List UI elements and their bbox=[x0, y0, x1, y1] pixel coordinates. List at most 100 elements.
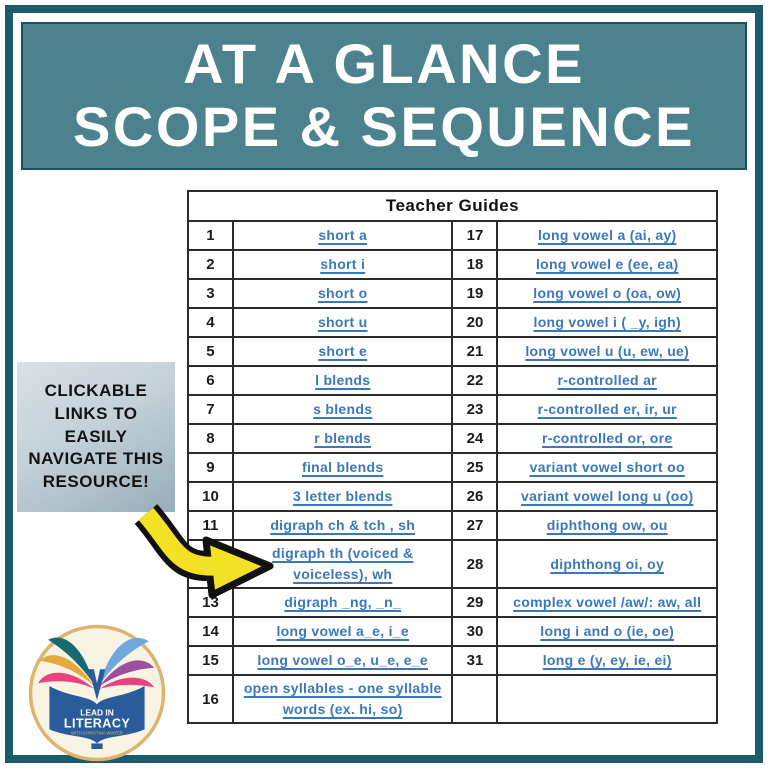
table-row: 6 l blends 22 r-controlled ar bbox=[187, 365, 718, 396]
row-number: 24 bbox=[451, 423, 499, 454]
guide-link[interactable]: final blends bbox=[302, 459, 384, 475]
guide-link[interactable]: l blends bbox=[315, 372, 371, 388]
row-number: 30 bbox=[451, 616, 499, 647]
guide-link[interactable]: short a bbox=[318, 227, 368, 243]
row-number: 27 bbox=[451, 510, 499, 541]
book-page-pink2-icon bbox=[99, 677, 155, 689]
guide-link[interactable]: short i bbox=[320, 256, 366, 272]
row-number: 28 bbox=[451, 539, 499, 589]
guide-link[interactable]: r-controlled ar bbox=[557, 372, 657, 388]
row-number: 25 bbox=[451, 452, 499, 483]
table-row: 5 short e 21 long vowel u (u, ew, ue) bbox=[187, 336, 718, 367]
guide-link[interactable]: short e bbox=[318, 343, 368, 359]
title-banner: AT A GLANCE SCOPE & SEQUENCE bbox=[21, 22, 747, 170]
guide-link[interactable]: long vowel i ( _y, igh) bbox=[533, 314, 681, 330]
guide-link[interactable]: short u bbox=[317, 314, 368, 330]
row-number: 6 bbox=[187, 365, 234, 396]
guide-link[interactable]: open syllables - one syllable words (ex.… bbox=[243, 680, 442, 717]
table-row: 13 digraph _ng, _n_ 29 complex vowel /aw… bbox=[187, 587, 718, 618]
guide-link[interactable]: digraph th (voiced & voiceless), wh bbox=[272, 545, 414, 582]
row-number: 23 bbox=[451, 394, 499, 425]
book-page-gold-icon bbox=[39, 655, 95, 686]
row-number: 10 bbox=[187, 481, 234, 512]
row-number: 9 bbox=[187, 452, 234, 483]
book-page-pink-icon bbox=[38, 672, 95, 689]
row-number: 21 bbox=[451, 336, 499, 367]
teacher-guides-table: Teacher Guides 1 short a 17 long vowel a… bbox=[187, 190, 718, 724]
row-number: 22 bbox=[451, 365, 499, 396]
row-number: 19 bbox=[451, 278, 499, 309]
row-number: 29 bbox=[451, 587, 499, 618]
row-number: 3 bbox=[187, 278, 234, 309]
guide-link[interactable]: long vowel a_e, i_e bbox=[276, 623, 409, 639]
book-body-icon bbox=[49, 686, 145, 744]
table-row: 14 long vowel a_e, i_e 30 long i and o (… bbox=[187, 616, 718, 647]
row-number: 20 bbox=[451, 307, 499, 338]
book-spine-icon bbox=[88, 669, 106, 700]
row-number: 8 bbox=[187, 423, 234, 454]
row-number: 16 bbox=[187, 674, 234, 724]
guide-link[interactable]: long e (y, ey, ie, ei) bbox=[542, 652, 672, 668]
table-row: 4 short u 20 long vowel i ( _y, igh) bbox=[187, 307, 718, 338]
table-row: 11 digraph ch & tch , sh 27 diphthong ow… bbox=[187, 510, 718, 541]
guide-link[interactable]: r-controlled or, ore bbox=[541, 430, 673, 446]
row-number: 2 bbox=[187, 249, 234, 280]
table-title: Teacher Guides bbox=[187, 190, 718, 222]
guide-link[interactable]: short o bbox=[317, 285, 368, 301]
table-row: 3 short o 19 long vowel o (oa, ow) bbox=[187, 278, 718, 309]
row-number: 31 bbox=[451, 645, 499, 676]
guide-link[interactable]: 3 letter blends bbox=[293, 488, 393, 504]
guide-link[interactable]: long vowel e (ee, ea) bbox=[535, 256, 679, 272]
table-header-row: Teacher Guides bbox=[187, 190, 718, 222]
row-number: 14 bbox=[187, 616, 234, 647]
table-row: 12 digraph th (voiced & voiceless), wh 2… bbox=[187, 539, 718, 589]
title-line-1: AT A GLANCE bbox=[183, 32, 585, 96]
guide-link[interactable]: long vowel o (oa, ow) bbox=[533, 285, 682, 301]
row-number: 5 bbox=[187, 336, 234, 367]
table-row: 2 short i 18 long vowel e (ee, ea) bbox=[187, 249, 718, 280]
table-row: 16 open syllables - one syllable words (… bbox=[187, 674, 718, 724]
row-number: 15 bbox=[187, 645, 234, 676]
callout-text: CLICKABLE LINKS TO EASILY NAVIGATE THIS … bbox=[28, 380, 164, 492]
guide-link[interactable]: long vowel o_e, u_e, e_e bbox=[257, 652, 429, 668]
logo-line-3: WITH CHRISTINA WINTER bbox=[71, 730, 123, 735]
guide-link[interactable]: diphthong oi, oy bbox=[550, 555, 665, 572]
book-page-purple-icon bbox=[99, 660, 155, 686]
table-row: 9 final blends 25 variant vowel short oo bbox=[187, 452, 718, 483]
row-number: 17 bbox=[451, 220, 499, 251]
table-row: 7 s blends 23 r-controlled er, ir, ur bbox=[187, 394, 718, 425]
row-number: 26 bbox=[451, 481, 499, 512]
guide-link[interactable]: long vowel a (ai, ay) bbox=[537, 227, 677, 243]
table-row: 15 long vowel o_e, u_e, e_e 31 long e (y… bbox=[187, 645, 718, 676]
book-base-icon bbox=[91, 743, 103, 749]
guide-link[interactable]: variant vowel short oo bbox=[529, 459, 685, 475]
row-number: 4 bbox=[187, 307, 234, 338]
table-row: 10 3 letter blends 26 variant vowel long… bbox=[187, 481, 718, 512]
row-number: 7 bbox=[187, 394, 234, 425]
logo-line-1: LEAD IN bbox=[80, 707, 114, 717]
guide-link[interactable]: complex vowel /aw/: aw, all bbox=[513, 594, 702, 610]
curved-arrow-icon bbox=[134, 504, 274, 599]
callout-box: CLICKABLE LINKS TO EASILY NAVIGATE THIS … bbox=[17, 362, 175, 512]
guide-link[interactable]: long vowel u (u, ew, ue) bbox=[525, 343, 690, 359]
row-number: 13 bbox=[187, 587, 234, 618]
guide-link[interactable]: long i and o (ie, oe) bbox=[540, 623, 675, 639]
logo-line-2: LITERACY bbox=[64, 716, 131, 730]
title-line-2: SCOPE & SEQUENCE bbox=[73, 95, 695, 158]
guide-link[interactable]: diphthong ow, ou bbox=[546, 517, 668, 533]
row-number: 1 bbox=[187, 220, 234, 251]
book-page-lightblue-icon bbox=[99, 637, 149, 685]
guide-link[interactable]: r blends bbox=[314, 430, 372, 446]
guide-link[interactable]: s blends bbox=[313, 401, 373, 417]
row-number: 18 bbox=[451, 249, 499, 280]
guide-link[interactable]: r-controlled er, ir, ur bbox=[537, 401, 677, 417]
book-page-teal-icon bbox=[48, 637, 95, 685]
table-row: 1 short a 17 long vowel a (ai, ay) bbox=[187, 220, 718, 251]
guide-link[interactable]: digraph _ng, _n_ bbox=[284, 594, 402, 610]
row-number bbox=[451, 674, 499, 724]
lead-in-literacy-logo: LEAD IN LITERACY WITH CHRISTINA WINTER bbox=[27, 623, 167, 763]
guide-link[interactable]: digraph ch & tch , sh bbox=[270, 517, 416, 533]
table-row: 8 r blends 24 r-controlled or, ore bbox=[187, 423, 718, 454]
guide-link[interactable]: variant vowel long u (oo) bbox=[521, 488, 694, 504]
